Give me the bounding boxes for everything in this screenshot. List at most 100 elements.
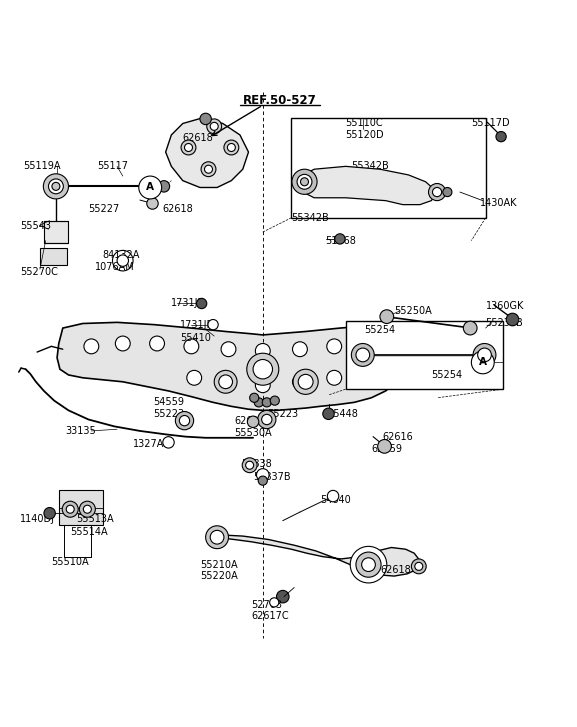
Circle shape <box>207 119 222 134</box>
Text: A: A <box>479 358 487 367</box>
Circle shape <box>356 552 381 577</box>
Text: 54837B: 54837B <box>253 472 291 482</box>
Circle shape <box>113 250 133 271</box>
Text: 54838: 54838 <box>242 459 272 468</box>
Circle shape <box>149 336 164 351</box>
Text: 55223: 55223 <box>267 409 298 419</box>
Text: 55410: 55410 <box>180 333 211 343</box>
Circle shape <box>197 298 207 309</box>
Circle shape <box>158 180 170 192</box>
Circle shape <box>262 398 271 407</box>
Bar <box>44 220 68 244</box>
Circle shape <box>327 370 342 385</box>
Circle shape <box>246 461 254 469</box>
Circle shape <box>210 122 218 130</box>
Circle shape <box>184 339 199 354</box>
Circle shape <box>415 563 423 571</box>
Circle shape <box>256 378 270 393</box>
Text: 62616: 62616 <box>383 432 414 441</box>
Text: 55117: 55117 <box>97 161 128 172</box>
Text: 55117D: 55117D <box>471 119 510 129</box>
Text: 55448: 55448 <box>327 409 358 419</box>
Circle shape <box>301 178 309 186</box>
Circle shape <box>175 411 194 430</box>
Text: 1327AD: 1327AD <box>133 438 172 449</box>
Text: 62618: 62618 <box>183 133 213 142</box>
Circle shape <box>254 398 263 407</box>
Circle shape <box>227 143 235 151</box>
Text: 55210A: 55210A <box>200 560 238 570</box>
Circle shape <box>163 437 174 448</box>
Circle shape <box>411 559 426 574</box>
Circle shape <box>261 414 272 425</box>
Circle shape <box>221 374 236 389</box>
Circle shape <box>181 140 196 155</box>
Circle shape <box>506 313 519 326</box>
Circle shape <box>293 342 308 357</box>
Circle shape <box>327 339 342 354</box>
Circle shape <box>380 310 394 324</box>
Circle shape <box>351 343 374 366</box>
Circle shape <box>185 143 193 151</box>
Text: 55254: 55254 <box>432 370 463 380</box>
Circle shape <box>117 255 129 266</box>
Polygon shape <box>209 535 420 576</box>
Text: 55220A: 55220A <box>200 571 238 581</box>
Text: 55230B: 55230B <box>486 318 523 329</box>
Circle shape <box>471 351 494 374</box>
Text: 55543: 55543 <box>20 221 51 231</box>
Text: 55530A: 55530A <box>234 428 272 438</box>
Text: 62617C: 62617C <box>234 416 272 425</box>
Text: 54640: 54640 <box>320 494 351 505</box>
Bar <box>291 118 486 218</box>
Circle shape <box>204 165 212 173</box>
Circle shape <box>210 531 224 544</box>
Text: 55514A: 55514A <box>70 527 108 537</box>
Circle shape <box>257 469 269 481</box>
Text: 1360GK: 1360GK <box>486 302 524 311</box>
Circle shape <box>214 370 237 393</box>
Text: 1731JE: 1731JE <box>171 299 205 308</box>
Circle shape <box>44 507 55 519</box>
Circle shape <box>258 410 276 429</box>
Text: 55227: 55227 <box>88 204 120 214</box>
Text: A: A <box>146 182 154 193</box>
Circle shape <box>139 176 162 199</box>
Text: 62618: 62618 <box>380 566 411 575</box>
Polygon shape <box>299 166 437 204</box>
Text: 33135: 33135 <box>66 426 96 436</box>
Circle shape <box>205 526 228 549</box>
Text: 55254: 55254 <box>364 326 395 335</box>
Circle shape <box>377 440 391 453</box>
Circle shape <box>270 396 279 405</box>
Text: 55513A: 55513A <box>76 514 114 524</box>
Circle shape <box>443 188 452 196</box>
Text: 1140DJ: 1140DJ <box>20 514 55 524</box>
Text: 1731JF: 1731JF <box>180 320 213 329</box>
Circle shape <box>473 343 496 366</box>
Circle shape <box>224 140 239 155</box>
Circle shape <box>269 598 279 607</box>
Circle shape <box>323 408 334 419</box>
Text: 55510A: 55510A <box>51 558 89 567</box>
Circle shape <box>84 339 99 354</box>
Circle shape <box>201 162 216 177</box>
Circle shape <box>83 505 91 513</box>
Text: 1430AK: 1430AK <box>480 198 518 209</box>
Polygon shape <box>166 118 249 188</box>
Circle shape <box>250 393 259 402</box>
Text: 84132A: 84132A <box>103 250 140 260</box>
Text: 55250A: 55250A <box>394 306 432 316</box>
Circle shape <box>478 348 492 362</box>
Text: 55119A: 55119A <box>23 161 60 172</box>
Circle shape <box>298 374 313 389</box>
Circle shape <box>433 188 441 196</box>
Circle shape <box>256 343 270 358</box>
Circle shape <box>358 336 373 351</box>
Circle shape <box>43 174 69 199</box>
Circle shape <box>48 179 63 194</box>
Circle shape <box>62 501 78 517</box>
Circle shape <box>208 319 218 330</box>
Text: 51768: 51768 <box>325 236 357 246</box>
Text: 55223: 55223 <box>153 409 184 419</box>
